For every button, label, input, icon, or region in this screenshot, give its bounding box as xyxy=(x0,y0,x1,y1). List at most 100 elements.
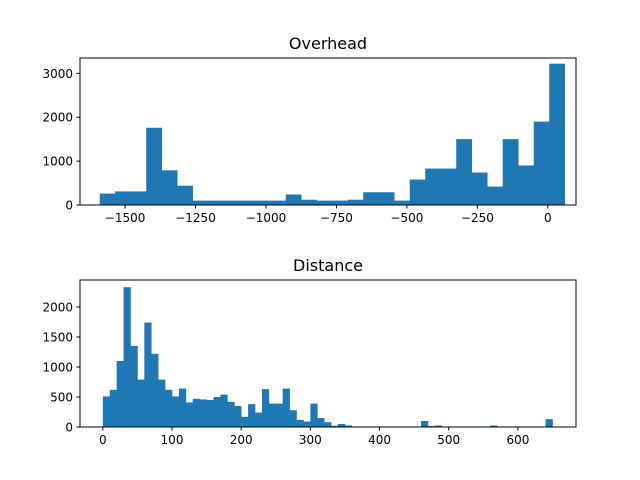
overhead-bar-23 xyxy=(456,139,473,205)
distance-bar-34 xyxy=(338,424,346,427)
overhead-bar-28 xyxy=(533,121,550,205)
distance-bar-18 xyxy=(227,401,235,427)
distance-bar-29 xyxy=(303,421,311,427)
overhead-bar-13 xyxy=(301,199,318,205)
distance-bar-48 xyxy=(434,425,443,427)
distance-x-tick-label-4: 400 xyxy=(368,433,391,447)
overhead-bar-26 xyxy=(502,139,519,205)
distance-x-tick-label-0: 0 xyxy=(99,433,107,447)
overhead-bar-3 xyxy=(146,127,163,205)
distance-bar-7 xyxy=(151,353,159,427)
distance-y-tick-label-2: 1000 xyxy=(42,361,73,375)
distance-bar-46 xyxy=(421,421,429,427)
distance-bar-5 xyxy=(137,379,145,427)
overhead-bar-1 xyxy=(115,191,132,205)
overhead-x-axis: −1500 −1250 −1000 −750 −500 −250 0 xyxy=(105,205,552,225)
overhead-bar-11 xyxy=(270,200,287,205)
distance-bar-64 xyxy=(545,419,553,427)
overhead-bar-6 xyxy=(192,200,209,205)
distance-y-axis: 0 500 1000 1500 2000 xyxy=(42,301,80,435)
distance-x-axis: 0 100 200 300 400 500 600 xyxy=(99,427,529,447)
distance-bar-25 xyxy=(275,403,283,427)
distance-bar-30 xyxy=(310,403,318,427)
distance-bar-24 xyxy=(268,403,277,427)
overhead-y-tick-label-3: 3000 xyxy=(42,67,73,81)
distance-bar-32 xyxy=(324,422,332,427)
distance-bar-13 xyxy=(192,398,200,427)
overhead-bar-29 xyxy=(549,63,566,206)
distance-bar-17 xyxy=(220,394,228,427)
distance-bar-16 xyxy=(213,397,221,427)
overhead-bars xyxy=(99,63,566,206)
distance-y-tick-label-0: 0 xyxy=(65,421,73,435)
overhead-x-tick-label-3: −750 xyxy=(320,211,353,225)
overhead-x-tick-label-1: −1250 xyxy=(175,211,216,225)
distance-x-tick-label-6: 600 xyxy=(506,433,529,447)
overhead-bar-14 xyxy=(316,200,333,205)
overhead-x-tick-label-5: −250 xyxy=(461,211,494,225)
overhead-bar-8 xyxy=(223,200,240,205)
distance-bar-2 xyxy=(116,361,124,427)
overhead-y-tick-label-2: 2000 xyxy=(42,111,73,125)
overhead-bar-17 xyxy=(363,192,380,205)
overhead-y-axis: 0 1000 2000 3000 xyxy=(42,67,80,213)
overhead-x-tick-label-2: −1000 xyxy=(246,211,287,225)
overhead-bar-2 xyxy=(130,191,147,205)
distance-bar-56 xyxy=(490,425,498,427)
overhead-bar-25 xyxy=(487,186,504,205)
distance-bar-0 xyxy=(102,396,111,427)
distance-bar-21 xyxy=(248,404,256,427)
overhead-x-tick-label-6: 0 xyxy=(544,211,552,225)
distance-x-tick-label-2: 200 xyxy=(230,433,253,447)
distance-bar-3 xyxy=(123,287,131,427)
overhead-plot-frame xyxy=(79,57,577,206)
distance-bar-35 xyxy=(344,425,353,427)
distance-bar-11 xyxy=(178,388,187,427)
overhead-bar-19 xyxy=(394,200,411,205)
distance-bar-20 xyxy=(241,416,249,427)
overhead-chart-title: Overhead xyxy=(289,34,367,53)
distance-bar-12 xyxy=(185,402,194,427)
distance-x-tick-label-5: 500 xyxy=(437,433,460,447)
overhead-bar-21 xyxy=(425,168,442,205)
overhead-bar-9 xyxy=(239,200,256,205)
distance-plot-frame xyxy=(79,279,577,428)
overhead-y-tick-label-1: 1000 xyxy=(42,155,73,169)
distance-bar-4 xyxy=(130,346,138,427)
overhead-bar-12 xyxy=(285,194,302,205)
overhead-histogram-panel: Overhead −1500 −1250 −1000 −750 −500 −250 0 0 1… xyxy=(42,34,577,225)
distance-bar-1 xyxy=(109,389,117,427)
overhead-bar-22 xyxy=(440,168,457,205)
distance-bar-14 xyxy=(199,399,207,427)
distance-bar-23 xyxy=(261,389,270,427)
distance-bar-19 xyxy=(234,406,242,427)
distance-chart-title: Distance xyxy=(293,256,363,275)
distance-histogram-panel: Distance 0 100 200 300 400 500 600 0 500 1000 150… xyxy=(42,256,577,447)
distance-y-tick-label-3: 1500 xyxy=(42,331,73,345)
overhead-x-tick-label-4: −500 xyxy=(390,211,423,225)
distance-bar-15 xyxy=(206,400,214,427)
distance-bar-22 xyxy=(255,412,263,427)
overhead-bar-20 xyxy=(409,179,426,205)
distance-bar-26 xyxy=(282,388,290,427)
overhead-bar-15 xyxy=(332,200,349,205)
distance-bar-6 xyxy=(144,322,152,427)
distance-x-tick-label-3: 300 xyxy=(299,433,322,447)
overhead-bar-27 xyxy=(518,165,535,205)
overhead-bar-7 xyxy=(208,200,225,205)
distance-y-tick-label-4: 2000 xyxy=(42,301,73,315)
overhead-bar-0 xyxy=(99,193,116,205)
overhead-bar-16 xyxy=(347,199,364,205)
distance-bar-31 xyxy=(317,418,325,427)
overhead-bar-4 xyxy=(161,170,178,205)
distance-bar-27 xyxy=(289,410,297,427)
distance-bars xyxy=(102,287,553,427)
distance-bar-33 xyxy=(331,425,339,427)
overhead-bar-5 xyxy=(177,185,194,205)
distance-bar-10 xyxy=(172,396,180,427)
overhead-x-tick-label-0: −1500 xyxy=(105,211,146,225)
overhead-y-tick-label-0: 0 xyxy=(65,199,73,213)
distance-bar-8 xyxy=(158,379,166,427)
